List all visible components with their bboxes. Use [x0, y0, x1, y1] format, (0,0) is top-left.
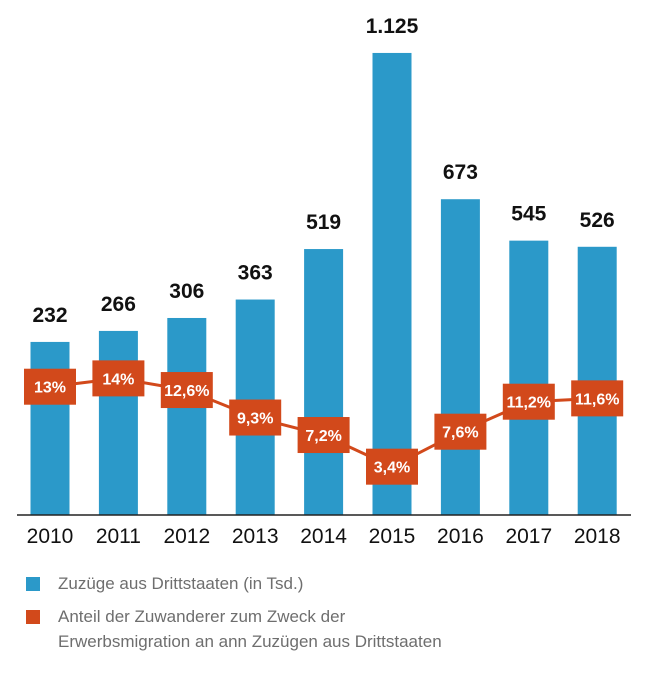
- line-point-box: [92, 360, 145, 397]
- line-point-box: [160, 372, 213, 409]
- x-tick-label: 2012: [163, 525, 210, 548]
- line-value-label: 7,2%: [305, 428, 341, 445]
- legend-label: Zuzüge aus Drittstaaten (in Tsd.): [58, 574, 304, 593]
- line-point-box: [366, 448, 418, 485]
- legend-swatch-orange: [26, 610, 40, 624]
- bar-2011: [98, 330, 138, 515]
- bar-value-label: 519: [306, 211, 341, 234]
- line-point-box: [24, 368, 76, 405]
- line-value-label: 13%: [34, 380, 66, 397]
- legend-label-line2: Erwerbsmigration an ann Zuzügen aus Drit…: [58, 632, 442, 651]
- x-tick-label: 2016: [437, 525, 484, 548]
- x-tick-label: 2013: [232, 525, 279, 548]
- line-value-label: 7,6%: [442, 425, 478, 442]
- x-tick-label: 2014: [300, 525, 347, 548]
- line-value-label: 12,6%: [164, 383, 209, 400]
- line-value-label: 3,4%: [374, 460, 410, 477]
- line-value-label: 11,2%: [507, 395, 551, 412]
- bar-value-label: 526: [580, 209, 615, 232]
- legend-swatch-blue: [26, 577, 40, 591]
- line-point-box: [229, 399, 282, 436]
- bar-2016: [440, 199, 480, 515]
- bar-2017: [509, 240, 549, 515]
- x-tick-label: 2017: [505, 525, 552, 548]
- line-value-label: 11,6%: [575, 391, 619, 408]
- x-tick-label: 2018: [574, 525, 621, 548]
- bar-value-label: 232: [32, 304, 67, 327]
- bar-value-label: 306: [169, 280, 204, 303]
- bar-2015: [372, 52, 412, 515]
- bar-value-label: 673: [443, 161, 478, 184]
- bar-value-label: 363: [238, 262, 273, 285]
- line-point-box: [502, 383, 555, 420]
- line-value-label: 9,3%: [237, 411, 273, 428]
- line-value-label: 14%: [102, 371, 134, 388]
- bar-value-label: 1.125: [366, 15, 419, 38]
- x-tick-label: 2011: [96, 525, 141, 548]
- bar-value-label: 266: [101, 293, 136, 316]
- x-tick-label: 2010: [27, 525, 74, 548]
- line-point-box: [434, 413, 487, 450]
- combo-chart-svg: 232 2010 266 2011 306 2012 363 2013 519 2014 1.125…: [17, 15, 631, 548]
- x-tick-label: 2015: [369, 525, 416, 548]
- line-point-box: [297, 417, 350, 454]
- legend-label-line1: Anteil der Zuwanderer zum Zweck der: [58, 607, 346, 626]
- bar-2012: [167, 317, 207, 515]
- line-point-box: [571, 380, 624, 417]
- bar-2010: [30, 341, 70, 515]
- bar-value-label: 545: [511, 203, 546, 226]
- bar-2014: [304, 249, 344, 515]
